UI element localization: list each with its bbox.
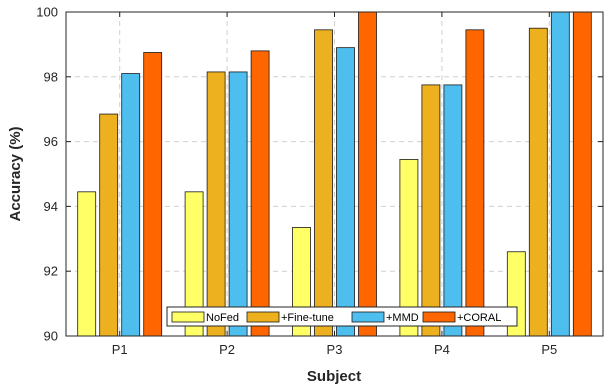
x-tick-label: P4 xyxy=(434,342,450,357)
legend-swatch xyxy=(351,311,385,323)
bar-p2-2 xyxy=(228,71,248,337)
bar-p4-1 xyxy=(421,84,441,337)
y-tick-label: 90 xyxy=(44,329,58,344)
bar-p1-2 xyxy=(121,73,141,337)
bar-p1-1 xyxy=(99,113,119,337)
legend-label: +MMD xyxy=(386,312,419,324)
legend-swatch xyxy=(171,311,205,323)
y-tick-label: 92 xyxy=(44,264,58,279)
bars xyxy=(77,11,592,337)
bar-p1-3 xyxy=(143,52,163,337)
bar-p5-1 xyxy=(528,27,548,337)
y-tick-label: 100 xyxy=(36,5,58,20)
bar-p2-3 xyxy=(250,50,270,337)
bar-p4-2 xyxy=(443,84,463,337)
y-axis-ticks: 90 92 94 96 98 100 xyxy=(36,5,603,344)
y-axis-label: Accuracy (%) xyxy=(7,126,24,221)
bar-p4-3 xyxy=(465,29,485,337)
bar-p3-1 xyxy=(314,29,333,337)
x-axis-ticks: P1 P2 P3 P4 P5 xyxy=(112,12,557,357)
y-tick-label: 94 xyxy=(44,199,58,214)
legend-label: NoFed xyxy=(206,312,239,324)
bar-p1-0 xyxy=(77,191,97,337)
x-tick-label: P5 xyxy=(541,342,557,357)
bar-p5-3 xyxy=(572,11,592,337)
x-tick-label: P2 xyxy=(219,342,235,357)
grid-lines xyxy=(66,12,603,336)
x-tick-label: P3 xyxy=(327,342,343,357)
legend-swatch xyxy=(422,311,456,323)
y-tick-label: 98 xyxy=(44,69,58,84)
bar-p3-3 xyxy=(358,11,377,337)
legend-swatch xyxy=(246,311,280,323)
legend-label: +CORAL xyxy=(457,312,501,324)
bar-p2-1 xyxy=(206,71,226,337)
y-tick-label: 96 xyxy=(44,134,58,149)
x-axis-label: Subject xyxy=(307,368,361,385)
bar-p3-2 xyxy=(336,47,355,337)
legend: NoFed +Fine-tune +MMD +CORAL xyxy=(166,306,518,327)
legend-label: +Fine-tune xyxy=(281,312,334,324)
x-tick-label: P1 xyxy=(112,342,128,357)
bar-p5-2 xyxy=(550,11,570,337)
